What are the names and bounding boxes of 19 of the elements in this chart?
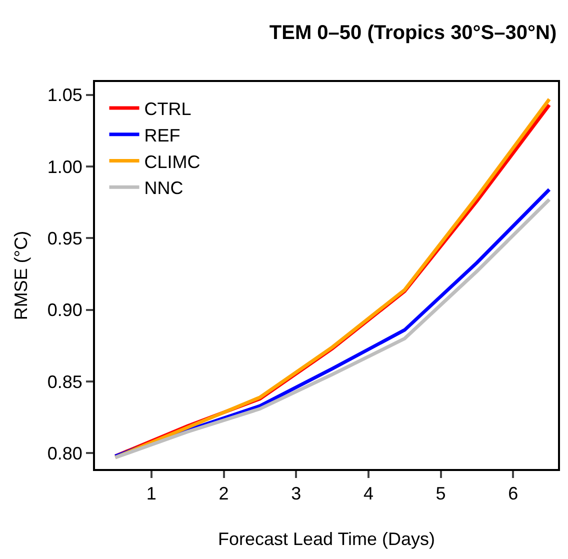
x-tick-label: 6 bbox=[508, 484, 518, 504]
chart-title: TEM 0–50 (Tropics 30°S–30°N) bbox=[269, 22, 557, 44]
x-tick-label: 5 bbox=[436, 484, 446, 504]
y-tick-label: 1.00 bbox=[47, 156, 82, 177]
y-tick-label: 0.90 bbox=[47, 300, 82, 320]
x-axis-title: Forecast Lead Time (Days) bbox=[218, 529, 436, 550]
x-tick-label: 1 bbox=[146, 484, 156, 504]
y-tick-label: 0.95 bbox=[47, 228, 82, 249]
y-tick-label: 1.05 bbox=[47, 85, 82, 106]
legend-label: REF bbox=[144, 125, 180, 146]
x-tick-label: 2 bbox=[218, 484, 229, 504]
x-tick-label: 3 bbox=[291, 484, 302, 504]
x-tick-label: 4 bbox=[363, 484, 374, 504]
y-axis-title: RMSE (°C) bbox=[11, 230, 32, 320]
y-tick-label: 0.80 bbox=[47, 444, 82, 464]
y-tick-label: 0.85 bbox=[47, 372, 82, 392]
legend-label: CLIMC bbox=[144, 152, 200, 172]
legend-label: CTRL bbox=[144, 98, 192, 119]
legend-label: NNC bbox=[144, 178, 184, 198]
